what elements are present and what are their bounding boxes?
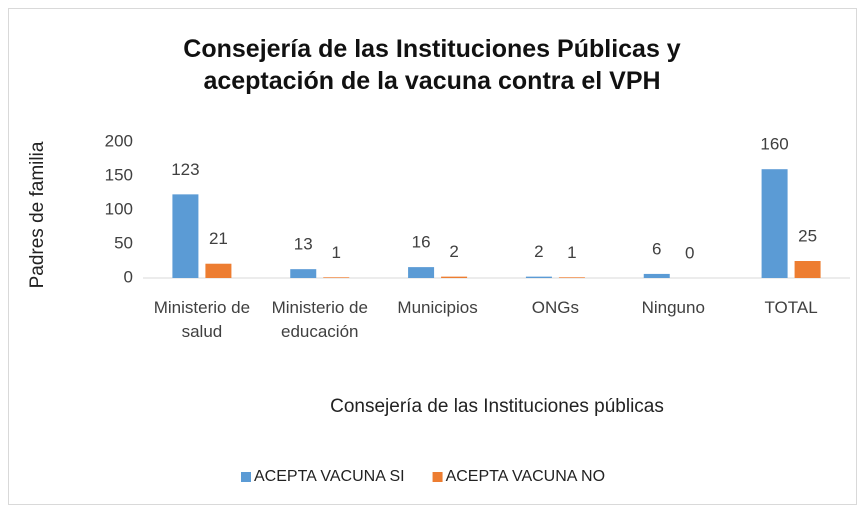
bar (441, 276, 468, 278)
bar (643, 273, 670, 278)
data-label: 21 (209, 229, 228, 248)
x-tick-label: Ministerio de salud (154, 298, 250, 341)
x-tick-label: Municipios (397, 298, 477, 317)
bar (408, 267, 435, 278)
bar (290, 269, 317, 278)
legend-swatch (432, 472, 443, 482)
y-tick-label: 0 (124, 267, 133, 286)
x-axis-title: Consejería de las Instituciones públicas (330, 396, 664, 417)
legend-label: ACEPTA VACUNA NO (446, 468, 605, 485)
bar (794, 261, 821, 278)
data-label: 2 (449, 242, 458, 261)
bar (525, 276, 552, 278)
y-tick-label: 100 (105, 199, 133, 218)
x-tick-label: ONGs (532, 298, 579, 317)
data-label: 1 (567, 243, 576, 262)
legend-label: ACEPTA VACUNA SI (254, 468, 405, 485)
data-label: 160 (760, 135, 788, 154)
data-label: 16 (412, 233, 431, 252)
chart-title: Consejería de las Instituciones Públicas… (183, 35, 680, 95)
bar (172, 194, 199, 278)
y-tick-label: 200 (105, 131, 133, 150)
data-label: 25 (798, 226, 817, 245)
bar (558, 277, 585, 278)
bar (323, 277, 350, 278)
data-label: 13 (294, 235, 313, 254)
data-label: 0 (685, 243, 694, 262)
data-label: 123 (171, 160, 199, 179)
chart-border (8, 8, 857, 505)
y-tick-label: 150 (105, 165, 133, 184)
y-axis-title: Padres de familia (27, 141, 48, 288)
data-label: 1 (332, 243, 341, 262)
x-tick-label: Ministerio de educación (272, 298, 368, 341)
legend-swatch (241, 472, 251, 482)
data-label: 6 (652, 239, 661, 258)
bar (205, 263, 232, 278)
y-tick-label: 50 (114, 233, 133, 252)
x-tick-label: TOTAL (764, 298, 817, 317)
data-label: 2 (534, 242, 543, 261)
x-tick-label: Ninguno (642, 298, 705, 317)
bar (761, 169, 788, 278)
